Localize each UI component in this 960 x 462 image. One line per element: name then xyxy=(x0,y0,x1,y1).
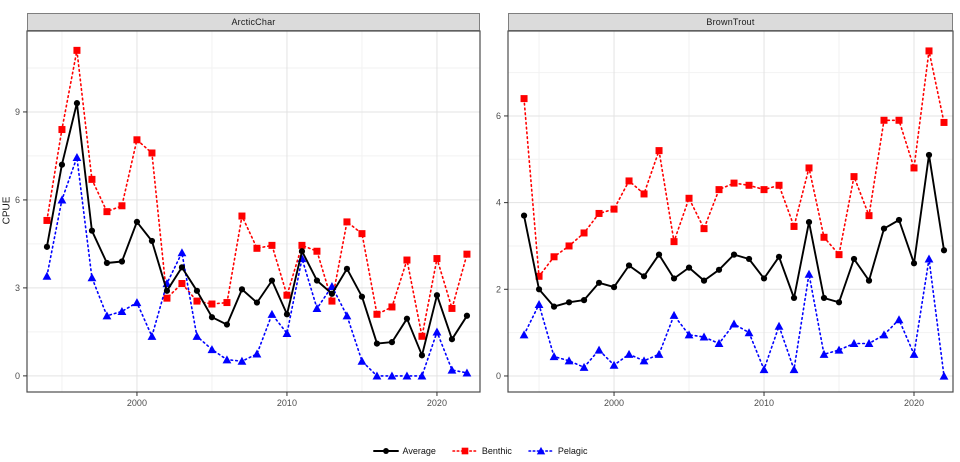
svg-text:3: 3 xyxy=(15,283,20,293)
facet-panel-browntrout: 2000 2010 2020 0 2 4 6 xyxy=(496,30,954,408)
average-circle-key-icon xyxy=(372,448,399,454)
svg-text:9: 9 xyxy=(15,107,20,117)
legend-label-benthic: Benthic xyxy=(481,446,512,456)
legend-item-average: Average xyxy=(372,445,436,457)
svg-text:2000: 2000 xyxy=(604,398,624,408)
svg-text:6: 6 xyxy=(15,195,20,205)
benthic-square-key-icon xyxy=(452,447,478,455)
svg-text:6: 6 xyxy=(496,111,501,121)
chart-canvas: 2000 2010 2020 0 3 6 9 2000 2010 2020 0 2 4 6 xyxy=(15,30,954,408)
facet-title-arcticchar: ArcticChar xyxy=(231,17,276,27)
legend-item-benthic: Benthic xyxy=(452,445,512,457)
svg-text:2010: 2010 xyxy=(754,398,774,408)
svg-text:2000: 2000 xyxy=(127,398,147,408)
svg-text:0: 0 xyxy=(496,371,501,381)
pelagic-triangle-key-icon xyxy=(528,446,554,455)
legend-item-pelagic: Pelagic xyxy=(528,445,588,457)
svg-text:2010: 2010 xyxy=(277,398,297,408)
legend-label-average: Average xyxy=(402,446,436,456)
svg-text:2020: 2020 xyxy=(427,398,447,408)
facet-panel-arcticchar: 2000 2010 2020 0 3 6 9 xyxy=(15,30,481,408)
svg-text:2: 2 xyxy=(496,284,501,294)
legend-label-pelagic: Pelagic xyxy=(557,446,588,456)
legend: Average Benthic Pelagic xyxy=(0,443,960,459)
svg-text:2020: 2020 xyxy=(904,398,924,408)
facet-title-browntrout: BrownTrout xyxy=(706,17,755,27)
svg-text:4: 4 xyxy=(496,198,501,208)
svg-text:0: 0 xyxy=(15,371,20,381)
